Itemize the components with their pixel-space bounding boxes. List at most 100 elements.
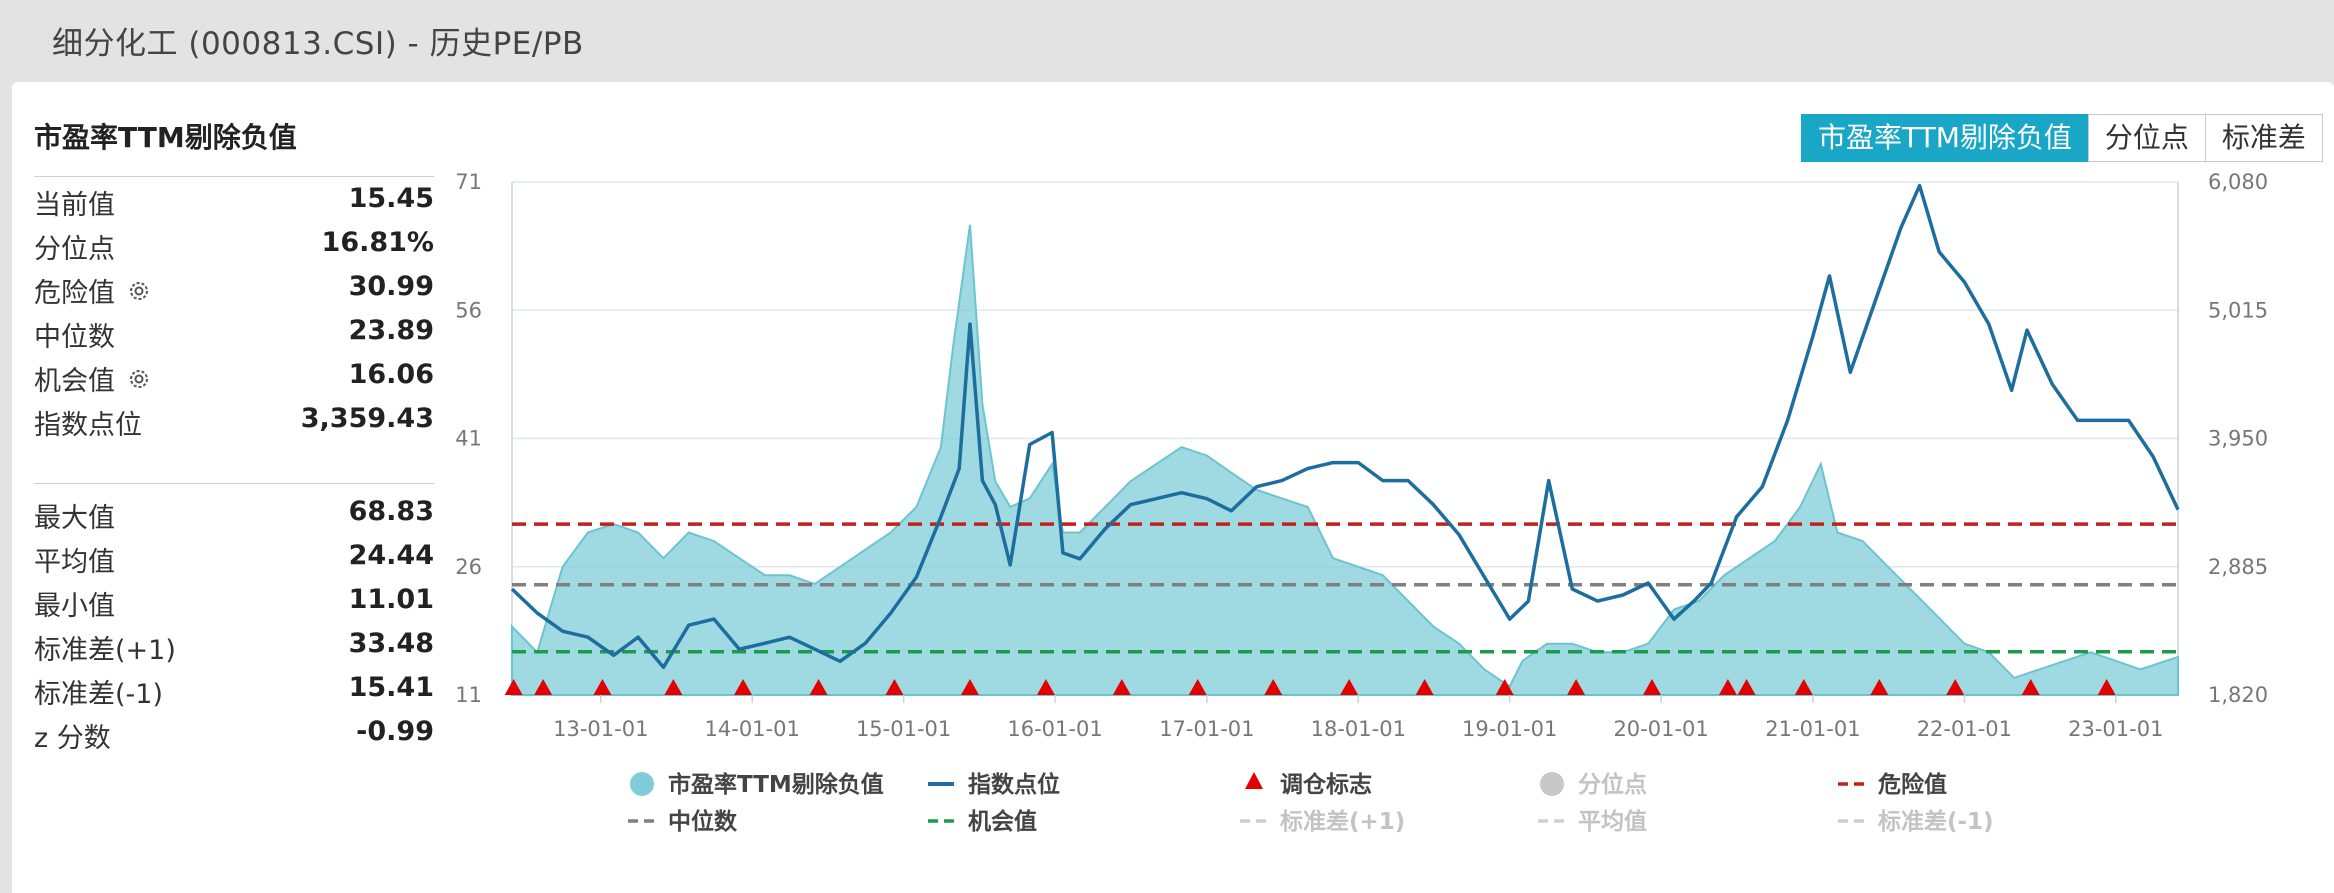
stat-value: 24.44 [348,540,434,571]
x-tick-label: 20-01-01 [1613,717,1708,741]
legend-label: 机会值 [968,808,1037,835]
stat-label: 机会值 [34,359,151,398]
rebalance-marker [1718,679,1737,695]
legend-item-0[interactable]: 市盈率TTM剔除负值 [630,771,884,798]
legend-label: 危险值 [1878,771,1947,798]
stat-value: 15.45 [348,183,434,214]
right-tick-label: 2,885 [2208,555,2268,579]
rebalance-marker [1188,679,1207,695]
stat-label: 最大值 [34,496,115,535]
right-tick-label: 6,080 [2208,170,2268,194]
stat-row: 危险值 30.99 [34,265,434,309]
stat-label: z 分数 [34,716,111,755]
header-bar: 细分化工 (000813.CSI) - 历史PE/PB [0,0,2334,78]
rebalance-marker [1415,679,1434,695]
legend-item-7[interactable]: 标准差(+1) [1240,808,1405,835]
legend-item-5[interactable]: 中位数 [628,808,738,835]
stat-label-text: 分位点 [34,234,115,265]
x-tick-label: 13-01-01 [553,717,648,741]
stat-value: 33.48 [348,628,434,659]
rebalance-marker [1642,679,1661,695]
stat-label: 分位点 [34,227,115,266]
stat-label: 当前值 [34,183,115,222]
x-tick-label: 23-01-01 [2068,717,2163,741]
rebalance-marker [809,679,828,695]
gear-icon[interactable] [127,367,151,398]
right-tick-label: 3,950 [2208,427,2268,451]
stat-row: z 分数 -0.99 [34,710,434,754]
rebalance-marker [1264,679,1283,695]
rebalance-marker [593,679,612,695]
rebalance-marker [885,679,904,695]
left-tick-label: 11 [455,683,482,707]
rebalance-marker [1567,679,1586,695]
stat-label-text: 最小值 [34,591,115,622]
tab-2[interactable]: 标准差 [2204,114,2323,162]
x-tick-label: 17-01-01 [1159,717,1254,741]
stat-value: 15.41 [348,672,434,703]
stats-panel: 市盈率TTM剔除负值 当前值 15.45 分位点 16.81% 危险值 30.99 中位数 2… [34,116,434,754]
current-stats: 当前值 15.45 分位点 16.81% 危险值 30.99 中位数 23.89 机会值 16.0… [34,177,434,441]
metric-tabs: 市盈率TTM剔除负值 分位点 标准差 [1801,114,2323,162]
rebalance-marker [1495,679,1514,695]
stat-row: 当前值 15.45 [34,177,434,221]
rebalance-marker [534,679,553,695]
x-tick-label: 14-01-01 [705,717,800,741]
stat-value: 16.81% [321,227,434,258]
legend-label: 指数点位 [968,771,1060,798]
legend-item-4[interactable]: 危险值 [1838,771,1947,798]
pe-area [511,224,2179,696]
x-tick-label: 22-01-01 [1917,717,2012,741]
legend-item-2[interactable]: 调仓标志 [1245,771,1372,798]
stat-row: 中位数 23.89 [34,309,434,353]
rebalance-marker [1036,679,1055,695]
stat-label-text: 标准差(+1) [34,635,176,666]
stat-label: 标准差(-1) [34,672,163,711]
stat-row: 最大值 68.83 [34,490,434,534]
rebalance-marker [664,679,683,695]
stat-label: 中位数 [34,315,115,354]
tab-1[interactable]: 分位点 [2087,114,2206,162]
stat-row: 标准差(+1) 33.48 [34,622,434,666]
left-tick-label: 41 [455,427,482,451]
x-tick-label: 16-01-01 [1007,717,1102,741]
x-tick-label: 18-01-01 [1311,717,1406,741]
legend-item-3[interactable]: 分位点 [1540,771,1647,798]
stat-label-text: 机会值 [34,366,115,397]
legend-item-6[interactable]: 机会值 [928,808,1037,835]
stat-value: -0.99 [356,716,434,747]
stat-label: 危险值 [34,271,151,310]
stat-label-text: 中位数 [34,322,115,353]
stat-label-text: 最大值 [34,503,115,534]
legend-item-1[interactable]: 指数点位 [928,771,1060,798]
legend-label: 平均值 [1578,808,1647,835]
panel-title: 市盈率TTM剔除负值 [34,116,434,177]
stat-label-text: 标准差(-1) [34,679,163,710]
legend-triangle-icon [1245,772,1263,789]
stat-row: 指数点位 3,359.43 [34,397,434,441]
summary-stats: 最大值 68.83 平均值 24.44 最小值 11.01 标准差(+1) 33.48 标准差(… [34,490,434,754]
stat-value: 30.99 [348,271,434,302]
rebalance-marker [2097,679,2116,695]
legend-dot-icon [1540,772,1564,796]
stat-label: 平均值 [34,540,115,579]
stat-row: 最小值 11.01 [34,578,434,622]
gear-icon[interactable] [127,279,151,310]
legend-label: 中位数 [668,808,738,835]
divider [34,441,434,484]
stat-label: 标准差(+1) [34,628,176,667]
stat-value: 3,359.43 [300,403,434,434]
stat-label-text: 平均值 [34,547,115,578]
legend-label: 标准差(+1) [1280,808,1405,835]
legend-item-9[interactable]: 标准差(-1) [1838,808,1994,835]
right-tick-label: 1,820 [2208,683,2268,707]
right-tick-label: 5,015 [2208,298,2268,322]
tab-0[interactable]: 市盈率TTM剔除负值 [1801,114,2089,162]
rebalance-marker [504,679,523,695]
x-tick-label: 21-01-01 [1765,717,1860,741]
rebalance-marker [734,679,753,695]
rebalance-marker [2021,679,2040,695]
rebalance-marker [1737,679,1756,695]
legend-item-8[interactable]: 平均值 [1538,808,1647,835]
